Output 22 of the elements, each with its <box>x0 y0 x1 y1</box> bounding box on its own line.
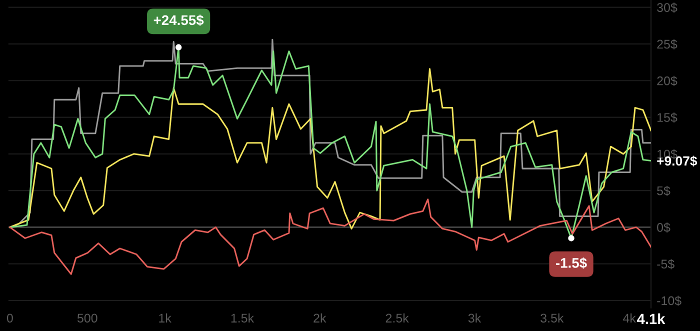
x-tick-label: 4.1k <box>637 313 666 324</box>
x-tick-label: 2.5k <box>386 313 409 323</box>
x-tick-label: 4k <box>623 313 636 322</box>
y-tick-label: 20$ <box>657 76 678 86</box>
y-tick-label: 30$ <box>657 2 678 13</box>
x-tick-label: 1k <box>159 313 172 322</box>
line-series <box>9 68 651 230</box>
x-tick-label: 3k <box>468 313 482 323</box>
y-tick-label: 0$ <box>657 222 670 233</box>
x-tick-label: 1.5k <box>231 313 254 323</box>
y-tick-label: -5$ <box>657 259 674 270</box>
annotation: -1.5$ <box>556 257 587 269</box>
x-tick-label: 0 <box>6 314 13 323</box>
annotation: +24.55$ <box>154 14 204 26</box>
y-tick-label: 25$ <box>657 39 678 50</box>
x-tick-label: 500 <box>77 314 98 323</box>
y-tick-label: -10$ <box>657 296 682 306</box>
line-series <box>9 198 651 275</box>
x-tick-label: 3.5k <box>540 313 564 323</box>
y-tick-label: 5$ <box>657 186 670 196</box>
y-tick-label: 15$ <box>658 112 678 123</box>
x-tick-label: 2k <box>314 313 326 322</box>
